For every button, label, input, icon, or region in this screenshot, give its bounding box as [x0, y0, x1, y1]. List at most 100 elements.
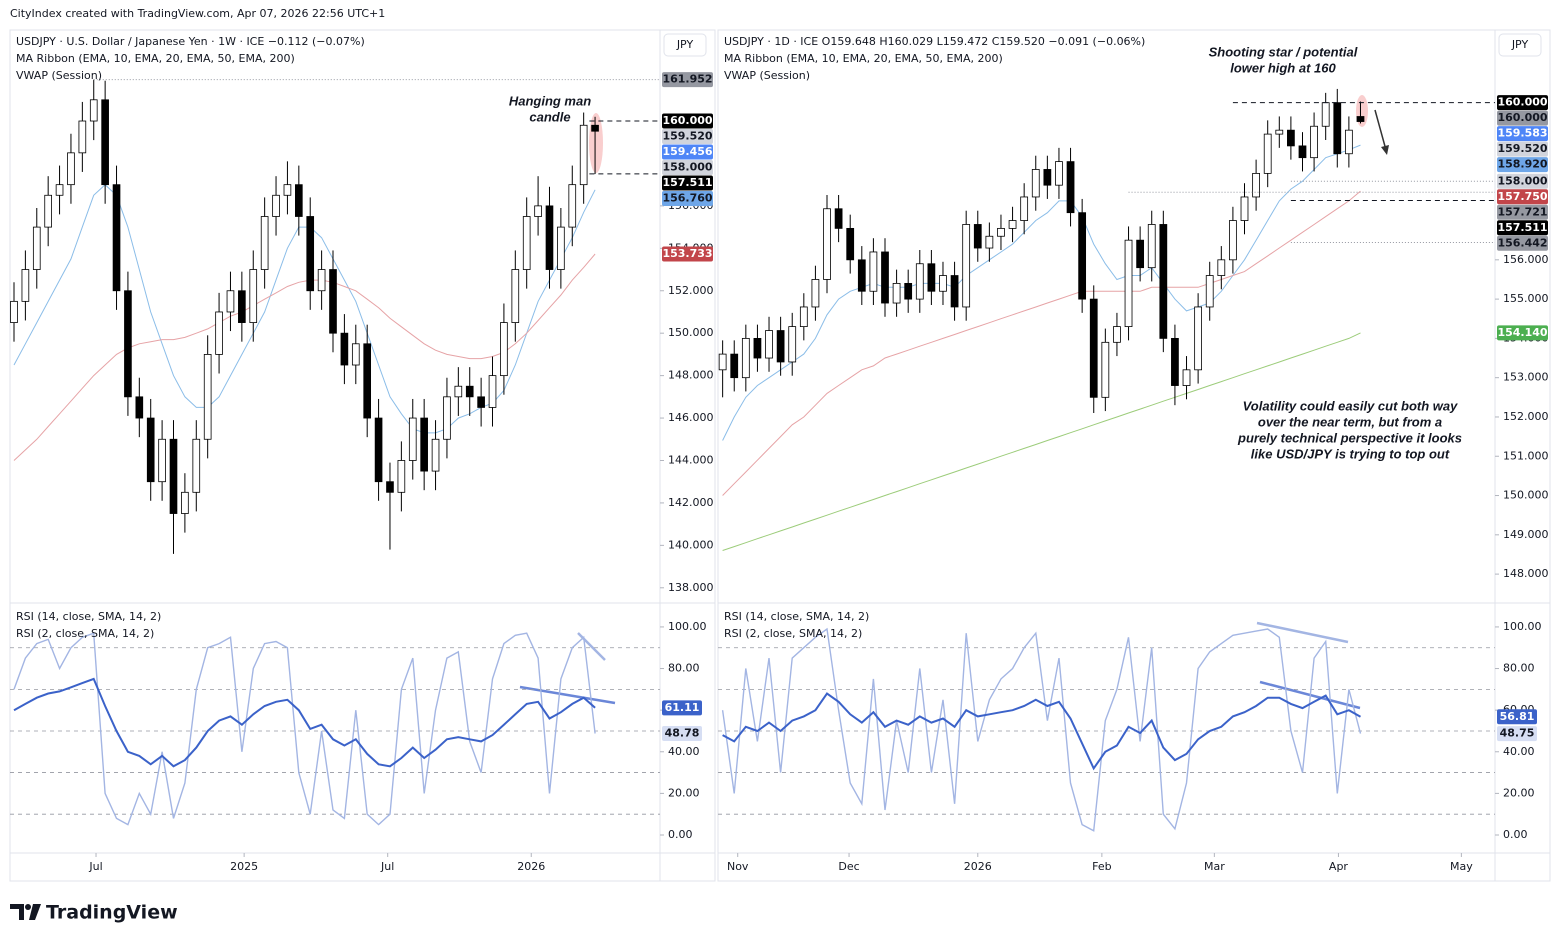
rsi-value-label: 61.11: [665, 701, 700, 714]
candle-body: [78, 120, 87, 154]
rsi-line: [722, 692, 1361, 771]
trendline: [1256, 621, 1349, 644]
candle-body: [1101, 341, 1110, 398]
y-tick-label: 153.000: [1503, 371, 1549, 384]
price-label-box: [1497, 235, 1548, 251]
price-pane: [10, 79, 599, 554]
rsi-tick-label: 20.00: [1503, 786, 1535, 799]
indicator-label: MA Ribbon (EMA, 10, EMA, 20, EMA, 50, EM…: [724, 52, 1003, 65]
candle-body: [834, 208, 843, 229]
indicator-label: VWAP (Session): [16, 69, 102, 82]
moving-average: [722, 332, 1361, 551]
rsi-tick-label: 100.00: [1503, 620, 1542, 633]
x-tick-label: Jul: [380, 860, 394, 873]
price-label: 159.456: [662, 145, 712, 158]
rsi-line: [13, 632, 596, 826]
candle-body: [591, 124, 599, 132]
price-label-box: [1497, 173, 1548, 189]
candle-body: [823, 208, 831, 280]
candle-body: [1217, 259, 1226, 276]
candle-body: [329, 269, 337, 334]
watermark: CityIndex created with TradingView.com, …: [10, 7, 385, 20]
candle-body: [1008, 220, 1017, 229]
price-label-box: [662, 113, 713, 129]
candle-body: [568, 184, 577, 228]
rsi-tick-label: 80.00: [1503, 662, 1535, 675]
candle-body: [997, 227, 1005, 237]
candle-body: [557, 226, 565, 270]
candle-body: [579, 124, 588, 186]
price-label-box: [662, 129, 713, 145]
price-label-box: [1497, 126, 1548, 142]
candle-body: [340, 332, 349, 366]
candle-body: [215, 311, 223, 355]
price-label: 159.583: [1497, 127, 1547, 140]
chart-title: USDJPY · U.S. Dollar / Japanese Yen · 1W…: [16, 35, 365, 48]
brand-name: TradingView: [46, 902, 178, 924]
candle-body: [753, 337, 762, 359]
x-tick-label: Nov: [727, 860, 749, 873]
candle-body: [1020, 196, 1029, 221]
candle-body: [351, 343, 360, 366]
candle-body: [260, 216, 269, 270]
y-tick-label: 156.000: [1503, 253, 1549, 266]
x-tick-label: 2025: [230, 860, 258, 873]
rsi-tick-label: 20.00: [668, 786, 700, 799]
y-tick-label: 152.000: [1503, 410, 1549, 423]
price-label-box: [1497, 141, 1548, 157]
candle-body: [374, 417, 383, 483]
candle-body: [101, 99, 109, 186]
x-tick-label: 2026: [964, 860, 992, 873]
price-label: 158.920: [1497, 158, 1547, 171]
annotation: Shooting star / potential: [1209, 44, 1358, 59]
rsi-value-box: [1497, 709, 1537, 725]
rsi-tick-label: 0.00: [668, 828, 693, 841]
y-tick-label: 140.000: [668, 538, 714, 551]
price-label: 159.520: [1497, 142, 1547, 155]
price-label: 160.000: [1497, 111, 1547, 124]
candle-body: [718, 353, 727, 371]
candle-body: [317, 269, 326, 292]
candle-body: [1287, 129, 1295, 147]
y-tick-label: 150.000: [668, 326, 714, 339]
rsi-tick-label: 0.00: [1503, 828, 1528, 841]
candle-body: [534, 205, 542, 217]
y-tick-label: 152.000: [668, 284, 714, 297]
candle-body: [226, 290, 235, 313]
moving-average: [13, 184, 596, 434]
price-label: 160.000: [1497, 96, 1547, 109]
candle-body: [500, 322, 508, 377]
annotation: purely technical perspective it looks: [1237, 430, 1462, 445]
highlight: [1356, 95, 1368, 127]
candle-body: [1055, 161, 1063, 186]
candle-body: [124, 290, 132, 398]
price-label-box: [662, 160, 713, 176]
candle-body: [927, 263, 936, 292]
price-label-box: [662, 144, 713, 160]
price-label-box: [1497, 204, 1548, 220]
candle-body: [158, 438, 166, 483]
candle-body: [1252, 172, 1260, 198]
x-tick-label: Feb: [1092, 860, 1111, 873]
candle-body: [431, 438, 440, 472]
candle-body: [1159, 224, 1168, 339]
candle-body: [881, 251, 889, 304]
candle-body: [799, 306, 808, 328]
candle-body: [32, 226, 41, 270]
candle-body: [397, 460, 406, 493]
candle-body: [545, 205, 554, 270]
candle-body: [788, 326, 797, 363]
candle-body: [192, 438, 201, 493]
candle-body: [306, 216, 315, 292]
price-label-box: [1497, 95, 1548, 111]
currency-label: JPY: [676, 38, 694, 51]
candle-body: [985, 235, 994, 249]
candle-body: [408, 417, 417, 461]
price-label: 154.140: [1497, 326, 1547, 339]
x-tick-label: Mar: [1204, 860, 1225, 873]
currency-button: [1498, 33, 1542, 57]
candle-body: [765, 330, 773, 359]
candle-body: [1194, 306, 1202, 371]
